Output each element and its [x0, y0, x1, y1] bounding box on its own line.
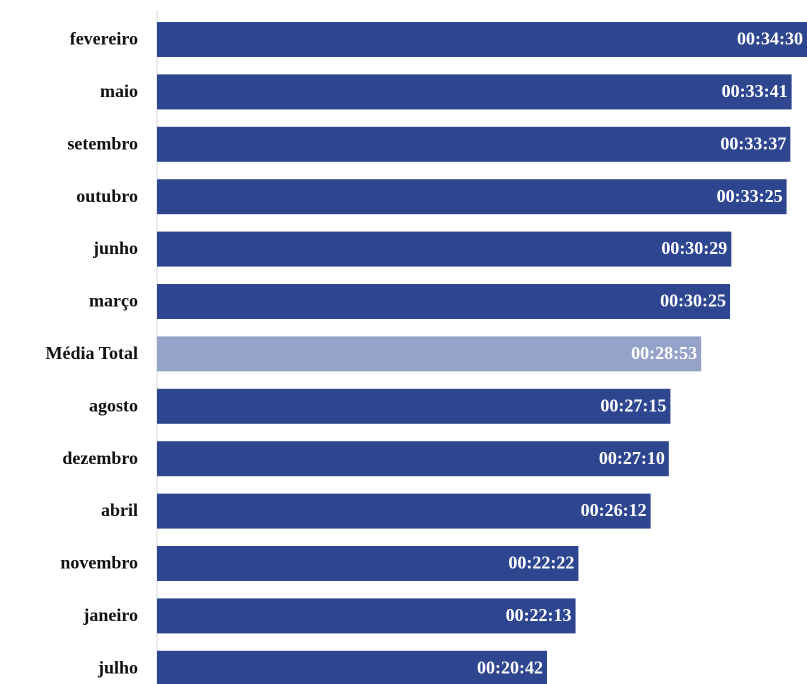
- value-label: 00:30:29: [661, 238, 727, 258]
- value-label: 00:33:41: [722, 81, 788, 101]
- category-label: agosto: [89, 395, 138, 415]
- bar: [157, 493, 651, 529]
- bar: [157, 284, 731, 319]
- value-label: 00:33:25: [717, 186, 783, 206]
- bar: [157, 74, 792, 110]
- category-label: outubro: [76, 186, 138, 206]
- bar: [157, 441, 669, 477]
- value-label: 00:22:13: [506, 605, 572, 625]
- bar: [157, 336, 702, 372]
- value-label: 00:34:30: [737, 29, 803, 49]
- value-label: 00:33:37: [720, 133, 786, 153]
- bar: [157, 126, 791, 162]
- bar: [157, 650, 547, 684]
- bar: [157, 22, 807, 57]
- category-label: maio: [100, 81, 138, 101]
- category-label: dezembro: [62, 448, 138, 468]
- bar: [157, 546, 579, 581]
- value-label: 00:20:42: [477, 657, 543, 677]
- category-label: Média Total: [45, 343, 138, 363]
- category-label: março: [89, 291, 138, 311]
- bar: [157, 179, 787, 215]
- value-label: 00:22:22: [508, 553, 574, 573]
- category-label: abril: [101, 500, 138, 520]
- value-label: 00:30:25: [660, 291, 726, 311]
- bar: [157, 388, 671, 424]
- category-label: junho: [92, 238, 138, 258]
- value-label: 00:27:10: [599, 448, 665, 468]
- value-label: 00:28:53: [631, 343, 697, 363]
- bar: [157, 598, 576, 634]
- category-label: setembro: [67, 133, 138, 153]
- category-label: janeiro: [82, 605, 138, 625]
- value-label: 00:27:15: [600, 395, 666, 415]
- category-label: fevereiro: [70, 29, 138, 49]
- category-label: novembro: [60, 553, 138, 573]
- category-label: julho: [97, 657, 138, 677]
- value-label: 00:26:12: [581, 500, 647, 520]
- bar: [157, 231, 732, 267]
